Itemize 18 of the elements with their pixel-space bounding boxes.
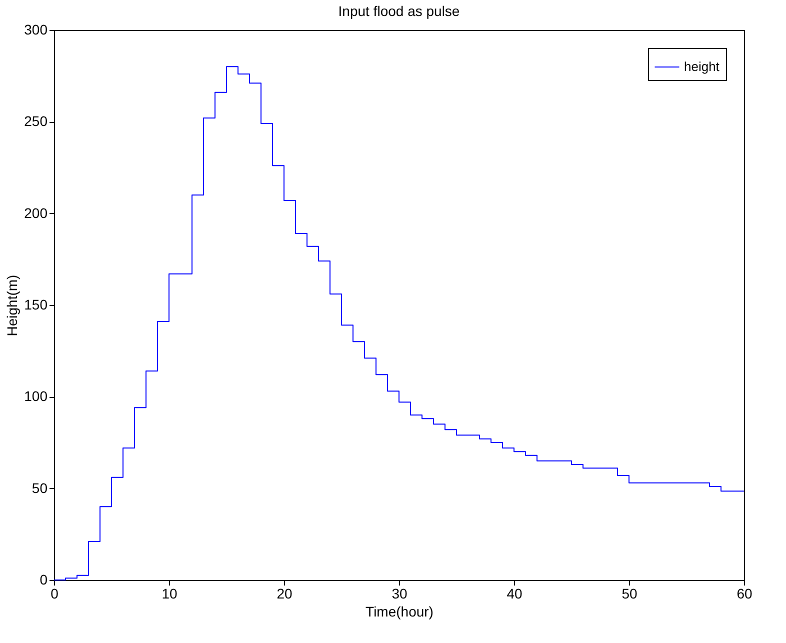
x-tick-label: 0 bbox=[50, 586, 59, 602]
y-tick-label: 200 bbox=[24, 204, 48, 221]
x-tick-label: 50 bbox=[622, 586, 638, 602]
x-axis-title: Time(hour) bbox=[366, 604, 434, 620]
chart-title: Input flood as pulse bbox=[338, 3, 460, 19]
x-tick-label: 20 bbox=[276, 586, 292, 602]
legend-label: height bbox=[684, 59, 720, 74]
y-tick-label: 100 bbox=[24, 388, 48, 404]
y-axis-title: Height(m) bbox=[4, 274, 20, 336]
y-tick-label: 50 bbox=[32, 480, 48, 496]
y-tick-label: 150 bbox=[24, 296, 48, 312]
y-tick-label: 0 bbox=[40, 572, 48, 588]
y-tick-label: 300 bbox=[24, 22, 48, 38]
y-tick-label: 250 bbox=[24, 113, 48, 130]
x-tick-label: 30 bbox=[392, 586, 408, 602]
x-tick-label: 10 bbox=[162, 586, 178, 602]
x-tick-label: 40 bbox=[506, 586, 522, 602]
x-tick-label: 60 bbox=[736, 586, 752, 602]
